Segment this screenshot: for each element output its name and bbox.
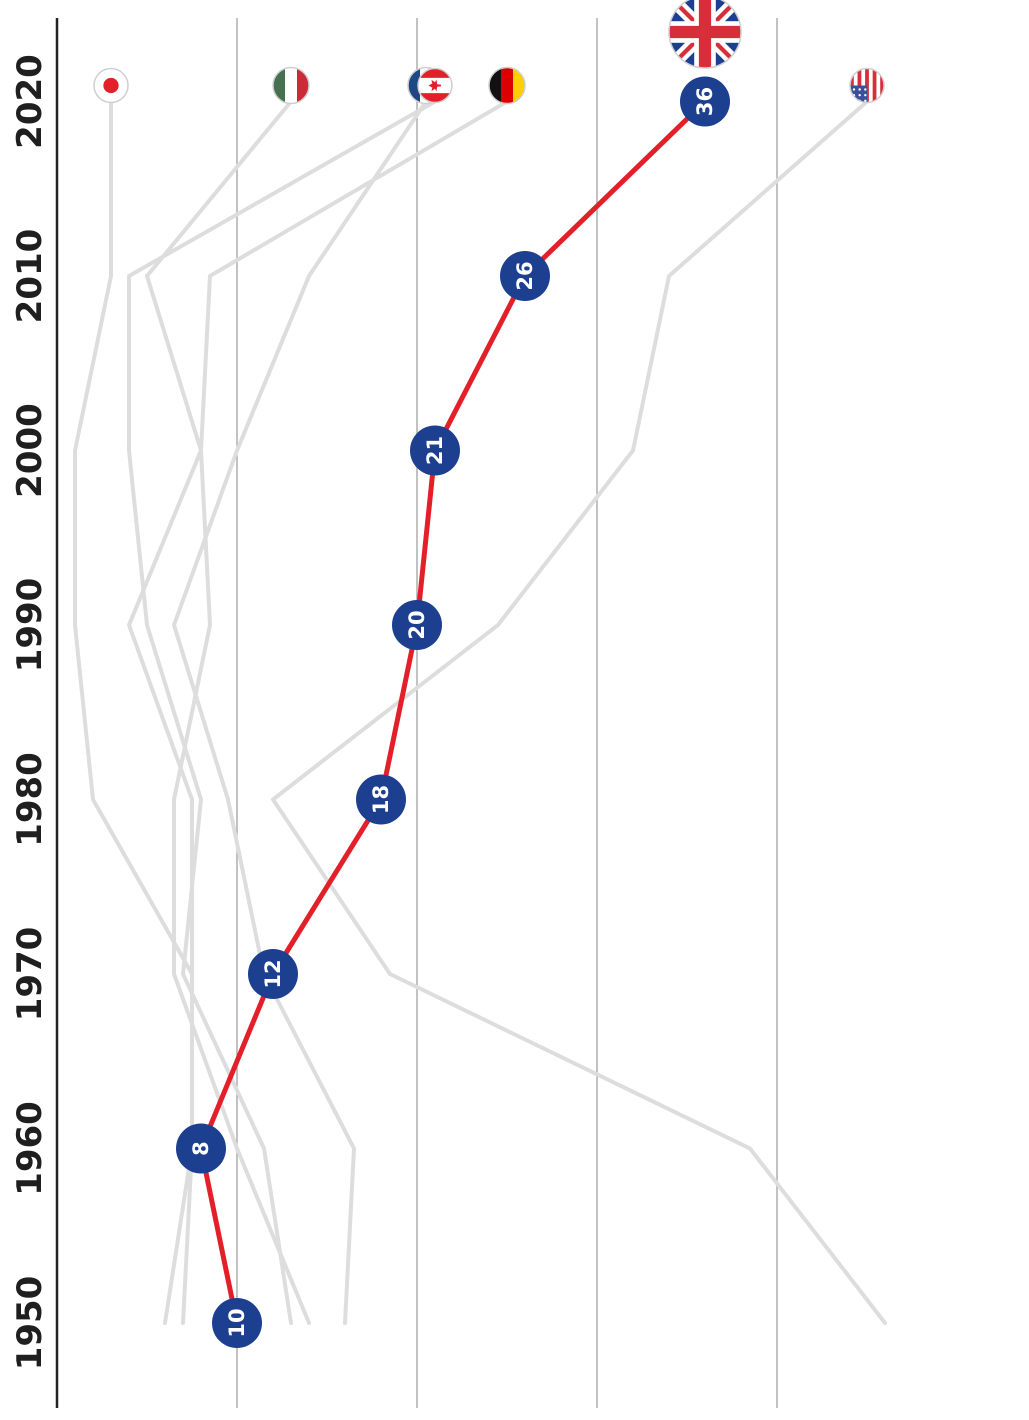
gridlines <box>55 18 778 1408</box>
data-label: 18 <box>369 785 393 814</box>
japan-flag-icon <box>93 67 129 104</box>
series-line-united-kingdom <box>198 99 708 1326</box>
data-point-marker <box>680 76 730 127</box>
year-tick-label: 1990 <box>10 578 50 673</box>
data-point-marker <box>212 1298 262 1348</box>
data-point-marker <box>500 251 550 301</box>
year-tick-label: 2020 <box>10 54 50 149</box>
data-point: 18 <box>356 774 406 825</box>
year-tick-label: 1950 <box>10 1276 50 1371</box>
data-point: 36 <box>680 76 730 127</box>
highlight-series <box>198 99 708 1326</box>
data-point: 26 <box>500 251 550 301</box>
data-point: 8 <box>176 1123 226 1174</box>
data-point-marker <box>392 600 442 650</box>
data-point-marker <box>248 949 298 999</box>
highlight-markers: 10 8 12 18 20 21 26 36 <box>176 76 730 1348</box>
year-tick-label: 2000 <box>10 403 50 498</box>
data-point: 10 <box>212 1298 262 1348</box>
canada-flag-icon <box>417 67 453 104</box>
year-tick-label: 1960 <box>10 1101 50 1196</box>
data-label: 20 <box>405 610 429 639</box>
data-label: 12 <box>261 959 285 988</box>
year-tick-label: 1970 <box>10 927 50 1022</box>
data-label: 21 <box>423 436 447 465</box>
year-tick-label: 1980 <box>10 752 50 847</box>
background-series <box>73 99 887 1325</box>
germany-flag-icon <box>488 66 526 105</box>
uk-flag-icon <box>668 0 742 69</box>
series-line-hungary <box>127 99 293 1325</box>
flag-icons <box>93 0 885 105</box>
series-line-united-states <box>271 99 887 1325</box>
data-point-marker <box>356 774 406 825</box>
series-line-netherlands <box>172 99 428 1325</box>
data-label: 10 <box>225 1308 249 1337</box>
data-label: 36 <box>693 87 717 116</box>
data-point: 21 <box>410 425 460 476</box>
data-point: 12 <box>248 949 298 999</box>
series-line-canada <box>127 99 437 1325</box>
hungary-flag-icon <box>272 66 310 105</box>
data-point: 20 <box>392 600 442 650</box>
data-point-marker <box>176 1123 226 1174</box>
data-point-marker <box>410 425 460 476</box>
data-label: 26 <box>513 261 537 290</box>
year-tick-labels: 1950 1960 1970 1980 1990 2000 2010 2020 <box>10 54 50 1370</box>
data-label: 8 <box>189 1141 213 1156</box>
year-tick-label: 2010 <box>10 229 50 324</box>
usa-flag-icon <box>849 67 885 104</box>
series-line-germany <box>172 99 509 1325</box>
